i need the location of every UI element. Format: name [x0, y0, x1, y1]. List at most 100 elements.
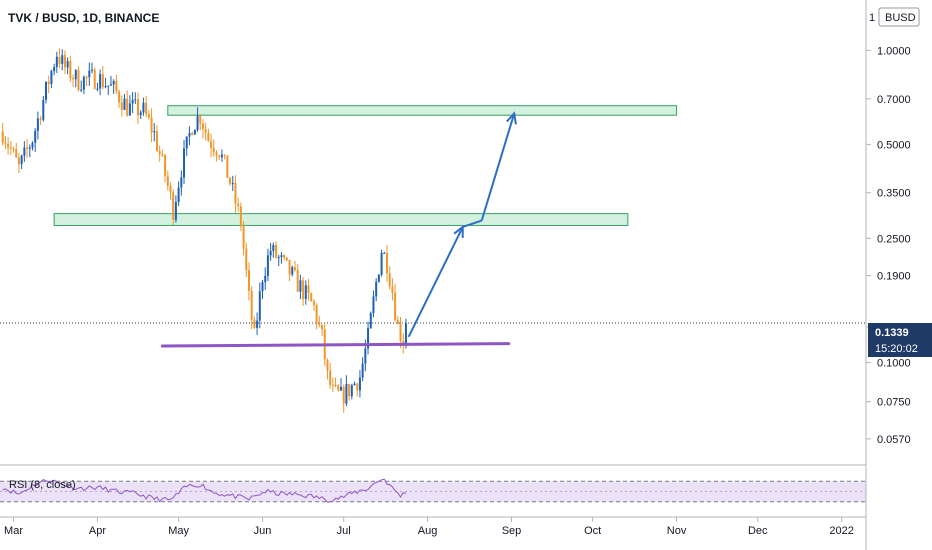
forecast-arrow-segment [480, 113, 516, 221]
candle-down [288, 259, 291, 275]
candle-down [63, 55, 66, 68]
currency-badge[interactable]: BUSD [878, 7, 920, 27]
candle-down [145, 102, 148, 115]
y-tick-label: 0.3500 [877, 188, 911, 200]
candle-down [245, 248, 248, 271]
candle-up [134, 99, 137, 101]
candle-down [242, 226, 245, 249]
candle-down [318, 323, 321, 326]
candle-down [12, 148, 15, 150]
candle-down [150, 117, 153, 133]
candle-down [275, 244, 278, 258]
candle-down [164, 155, 167, 176]
candle-down [137, 99, 140, 116]
annotations [160, 111, 517, 348]
candle-down [204, 128, 207, 133]
candle-down [302, 280, 305, 299]
candle-down [191, 133, 194, 135]
candle-down [234, 183, 237, 204]
x-tick-label: Sep [502, 525, 522, 537]
chart-title: TVK / BUSD, 1D, BINANCE [8, 11, 159, 25]
candle-up [188, 133, 191, 137]
candle-up [353, 383, 356, 386]
candle-up [185, 136, 188, 149]
candle-up [339, 386, 342, 391]
candle-up [377, 274, 380, 282]
forecast-arrow-segment [462, 219, 483, 228]
candle-up [177, 187, 180, 203]
candle-down [39, 118, 42, 120]
candle-down [9, 147, 12, 149]
candle-up [277, 257, 280, 259]
currency-badge-number: 1 [869, 12, 875, 24]
x-tick-label: Apr [89, 525, 106, 537]
candle-down [199, 115, 202, 124]
candle-down [215, 152, 218, 156]
candle-down [342, 386, 345, 404]
candle-up [61, 55, 64, 64]
candle-down [15, 149, 18, 158]
candle-up [50, 71, 53, 85]
candle-up [266, 255, 269, 276]
candle-down [293, 267, 296, 270]
candle-up [66, 61, 69, 68]
candle-up [109, 84, 112, 86]
y-tick-label: 0.7000 [877, 94, 911, 106]
candle-down [158, 150, 161, 155]
x-tick-label: Nov [667, 525, 687, 537]
candle-up [139, 112, 142, 116]
candle-up [107, 85, 110, 87]
candle-down [356, 383, 359, 391]
candle-up [345, 383, 348, 404]
rsi-pane [0, 478, 866, 503]
candle-up [291, 267, 294, 275]
candle-up [369, 313, 372, 329]
candle-up [20, 155, 23, 165]
candle-down [385, 252, 388, 274]
x-tick-label: Oct [584, 525, 601, 537]
candle-up [80, 89, 83, 91]
candle-up [23, 147, 26, 156]
candle-up [220, 154, 223, 158]
x-tick-label: Jul [337, 525, 351, 537]
candle-up [358, 377, 361, 391]
candle-down [72, 78, 75, 80]
candle-up [104, 86, 107, 88]
candle-up [142, 102, 145, 113]
candle-down [329, 370, 332, 385]
rsi-band [0, 481, 866, 502]
candle-down [326, 359, 329, 371]
candle-up [193, 130, 196, 135]
y-tick-label: 0.1000 [877, 358, 911, 370]
rsi-title: RSI (8, close) [9, 479, 76, 491]
candle-down [334, 385, 337, 387]
candle-down [285, 257, 288, 260]
candle-down [223, 154, 226, 156]
candle-down [296, 269, 299, 292]
candle-up [53, 67, 56, 72]
candle-down [283, 255, 286, 258]
resistance-zone [53, 213, 629, 226]
candle-up [404, 323, 407, 346]
candle-down [310, 293, 313, 302]
candle-down [312, 301, 315, 306]
candle-up [367, 328, 370, 349]
candle-down [126, 98, 129, 116]
candle-down [17, 157, 20, 165]
y-tick-label: 0.1900 [877, 271, 911, 283]
candle-down [118, 91, 121, 103]
x-tick-label: May [168, 525, 189, 537]
candle-up [82, 76, 85, 90]
candle-up [372, 296, 375, 314]
candle-up [45, 81, 48, 100]
candle-down [58, 56, 61, 64]
candle-down [169, 185, 172, 193]
candle-down [394, 292, 397, 320]
candle-down [120, 102, 123, 110]
candle-down [115, 80, 118, 92]
candle-down [399, 323, 402, 341]
candle-down [93, 69, 96, 89]
candle-down [239, 206, 242, 227]
resistance-zones [53, 105, 678, 226]
